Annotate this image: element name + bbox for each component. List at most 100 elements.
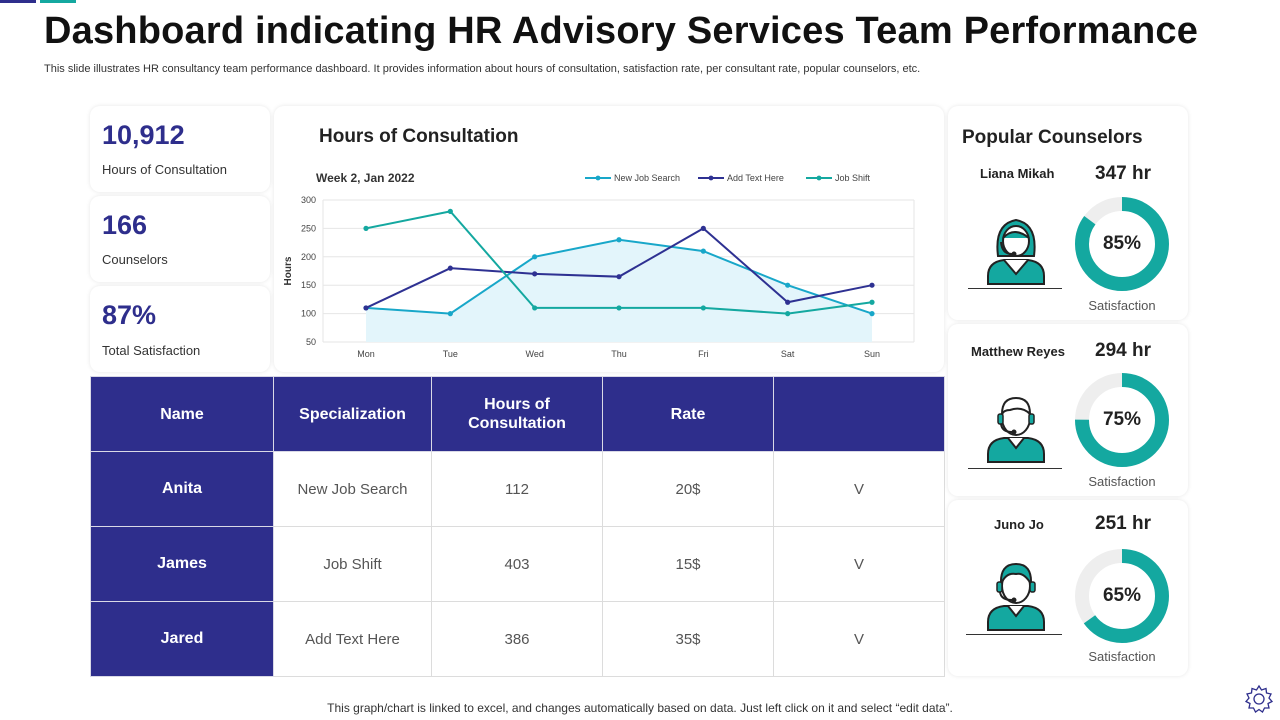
page-subtitle: This slide illustrates HR consultancy te…: [44, 63, 921, 75]
table-row: Anita New Job Search 112 20$ V: [90, 451, 945, 527]
satisfaction-ring: [1075, 373, 1169, 467]
data-point: [869, 282, 875, 288]
chart-subtitle: Week 2, Jan 2022: [316, 171, 415, 185]
table-header-extra: [773, 376, 945, 452]
table-cell-specialization: New Job Search: [273, 451, 432, 527]
table-header-name: Name: [90, 376, 274, 452]
table-cell-specialization: Add Text Here: [273, 601, 432, 677]
kpi-value: 166: [102, 210, 148, 240]
satisfaction-percent: 65%: [1102, 585, 1142, 606]
counselor-hours: 251 hr: [1095, 513, 1151, 534]
satisfaction-label: Satisfaction: [1088, 298, 1156, 313]
legend-marker: [816, 175, 822, 181]
y-tick-label: 50: [306, 337, 316, 347]
line-chart[interactable]: Week 2, Jan 2022 50 100 150 200 250 300 Hours Mo…: [274, 106, 944, 372]
data-point: [616, 274, 622, 280]
top-accent-bar-2: [40, 0, 76, 3]
table-cell-hours: 403: [431, 526, 603, 602]
data-point: [700, 305, 706, 311]
support-agent-icon: [987, 562, 1045, 631]
data-point: [363, 305, 369, 311]
counselor-divider: [968, 288, 1062, 289]
y-tick-label: 200: [301, 252, 316, 262]
x-tick-label: Wed: [525, 349, 543, 359]
y-tick-label: 300: [301, 195, 316, 205]
table-cell-name: Anita: [90, 451, 274, 527]
x-tick-label: Thu: [611, 349, 627, 359]
page-title: Dashboard indicating HR Advisory Service…: [44, 10, 1199, 52]
kpi-card-satisfaction: 87% Total Satisfaction: [90, 286, 270, 372]
table-cell-specialization: Job Shift: [273, 526, 432, 602]
table-cell-name: James: [90, 526, 274, 602]
counselor-table: Name Specialization Hours of Consultatio…: [90, 376, 945, 677]
ring-progress: [1075, 549, 1169, 643]
data-point: [700, 225, 706, 231]
counselor-card-3: [948, 500, 1188, 676]
top-accent-bar-1: [0, 0, 36, 3]
footer-note: This graph/chart is linked to excel, and…: [327, 701, 953, 715]
ring-progress: [1075, 373, 1169, 467]
legend-label: Add Text Here: [727, 173, 784, 183]
table-header-hours: Hours of Consultation: [431, 376, 603, 452]
table-cell-mark: V: [773, 526, 945, 602]
data-point: [700, 248, 706, 254]
kpi-card-counselors: 166 Counselors: [90, 196, 270, 282]
counselor-hours: 347 hr: [1095, 163, 1151, 184]
table-header-rate: Rate: [602, 376, 774, 452]
table-cell-name: Jared: [90, 601, 274, 677]
popular-counselors-title: Popular Counselors: [962, 127, 1143, 148]
chart-card-title: Hours of Consultation: [319, 126, 519, 147]
table-cell-mark: V: [773, 601, 945, 677]
table-row: James Job Shift 403 15$ V: [90, 526, 945, 602]
kpi-value: 10,912: [102, 120, 185, 150]
counselor-name: Liana Mikah: [980, 166, 1055, 181]
table-cell-rate: 15$: [602, 526, 774, 602]
data-point: [869, 311, 875, 317]
x-tick-label: Tue: [443, 349, 458, 359]
satisfaction-ring: [1075, 197, 1169, 291]
data-point: [785, 282, 791, 288]
x-tick-label: Sun: [864, 349, 880, 359]
kpi-card-hours: 10,912 Hours of Consultation: [90, 106, 270, 192]
data-point: [447, 311, 453, 317]
x-tick-label: Fri: [698, 349, 709, 359]
data-point: [447, 265, 453, 271]
y-tick-label: 100: [301, 309, 316, 319]
satisfaction-label: Satisfaction: [1088, 474, 1156, 489]
table-row: Jared Add Text Here 386 35$ V: [90, 601, 945, 677]
x-tick-label: Mon: [357, 349, 375, 359]
data-point: [785, 299, 791, 305]
satisfaction-percent: 85%: [1102, 233, 1142, 254]
table-cell-hours: 386: [431, 601, 603, 677]
counselor-name: Juno Jo: [994, 517, 1044, 532]
satisfaction-ring: [1075, 549, 1169, 643]
legend-marker: [595, 175, 601, 181]
kpi-value: 87%: [102, 300, 157, 330]
y-axis-label: Hours: [283, 256, 294, 285]
counselor-card-2: [948, 324, 1188, 496]
female-support-agent-icon: [987, 218, 1045, 285]
table-header-row: Name Specialization Hours of Consultatio…: [90, 376, 945, 452]
legend-label: New Job Search: [614, 173, 680, 183]
counselor-divider: [968, 468, 1062, 469]
ring-progress: [1075, 197, 1169, 291]
table-cell-rate: 20$: [602, 451, 774, 527]
counselor-divider: [966, 634, 1062, 635]
data-point: [532, 305, 538, 311]
table-cell-mark: V: [773, 451, 945, 527]
satisfaction-percent: 75%: [1102, 409, 1142, 430]
gear-icon[interactable]: [1244, 684, 1274, 714]
male-support-agent-icon: [987, 396, 1045, 463]
table-cell-rate: 35$: [602, 601, 774, 677]
y-tick-label: 250: [301, 223, 316, 233]
series-area: [366, 239, 872, 342]
counselor-hours: 294 hr: [1095, 340, 1151, 361]
legend-label: Job Shift: [835, 173, 871, 183]
data-point: [785, 311, 791, 317]
x-tick-label: Sat: [781, 349, 795, 359]
data-point: [532, 254, 538, 260]
table-header-specialization: Specialization: [273, 376, 432, 452]
table-cell-hours: 112: [431, 451, 603, 527]
kpi-label: Hours of Consultation: [102, 162, 228, 177]
y-tick-label: 150: [301, 280, 316, 290]
